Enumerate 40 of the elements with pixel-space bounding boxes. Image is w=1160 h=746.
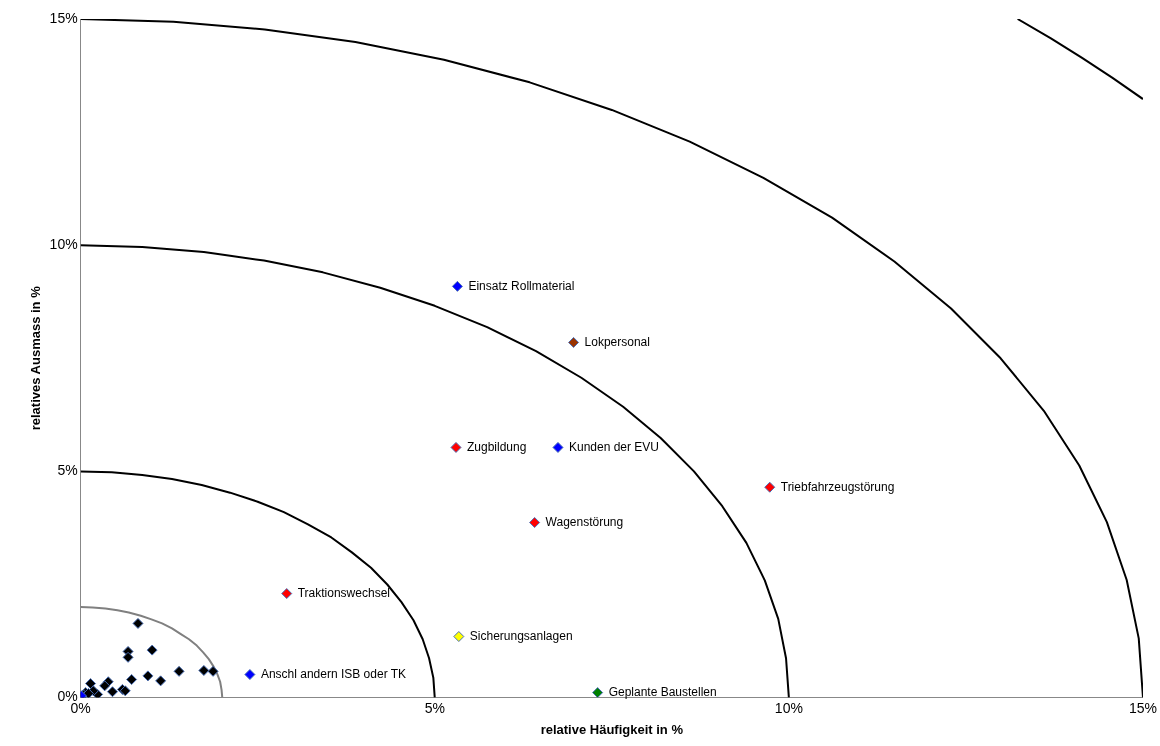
annotation: Lokpersonal bbox=[584, 334, 650, 349]
point bbox=[592, 687, 604, 698]
point bbox=[529, 517, 541, 529]
point bbox=[99, 680, 111, 692]
annotation: Traktionswechsel bbox=[297, 585, 390, 600]
annotation: Anschl andern ISB oder TK bbox=[260, 666, 407, 681]
annotation: Wagenstörung bbox=[545, 514, 624, 529]
x-tick-label: 15% bbox=[1128, 699, 1158, 716]
point bbox=[173, 665, 185, 677]
point bbox=[244, 669, 256, 681]
annotation: Geplante Baustellen bbox=[608, 684, 717, 699]
y-axis-title: relatives Ausmass in % bbox=[28, 285, 44, 431]
y-tick-label: 5% bbox=[57, 462, 78, 479]
point bbox=[142, 670, 154, 682]
point bbox=[198, 664, 210, 676]
point bbox=[146, 644, 158, 656]
point bbox=[155, 675, 167, 687]
annotation: Sicherungsanlagen bbox=[469, 628, 573, 643]
point bbox=[122, 651, 134, 663]
annotation: Einsatz Rollmaterial bbox=[468, 278, 575, 293]
x-axis-title: relative Häufigkeit in % bbox=[540, 721, 684, 737]
point bbox=[450, 441, 462, 453]
point bbox=[85, 678, 97, 690]
point bbox=[207, 665, 219, 677]
annotation: Triebfahrzeugstörung bbox=[780, 479, 895, 494]
point bbox=[132, 617, 144, 629]
point bbox=[568, 336, 580, 348]
point bbox=[126, 674, 138, 685]
point bbox=[764, 481, 776, 493]
x-tick-label: 5% bbox=[424, 699, 445, 716]
x-tick-label: 10% bbox=[774, 699, 803, 716]
annotation: Zugbildung bbox=[466, 439, 527, 454]
point bbox=[552, 441, 564, 453]
y-tick-label: 10% bbox=[49, 236, 78, 253]
point bbox=[106, 686, 118, 698]
point bbox=[453, 631, 465, 643]
annotation: Kunden der EVU bbox=[568, 439, 660, 454]
y-tick-label: 15% bbox=[49, 9, 78, 26]
point bbox=[451, 280, 463, 292]
point bbox=[281, 588, 293, 600]
